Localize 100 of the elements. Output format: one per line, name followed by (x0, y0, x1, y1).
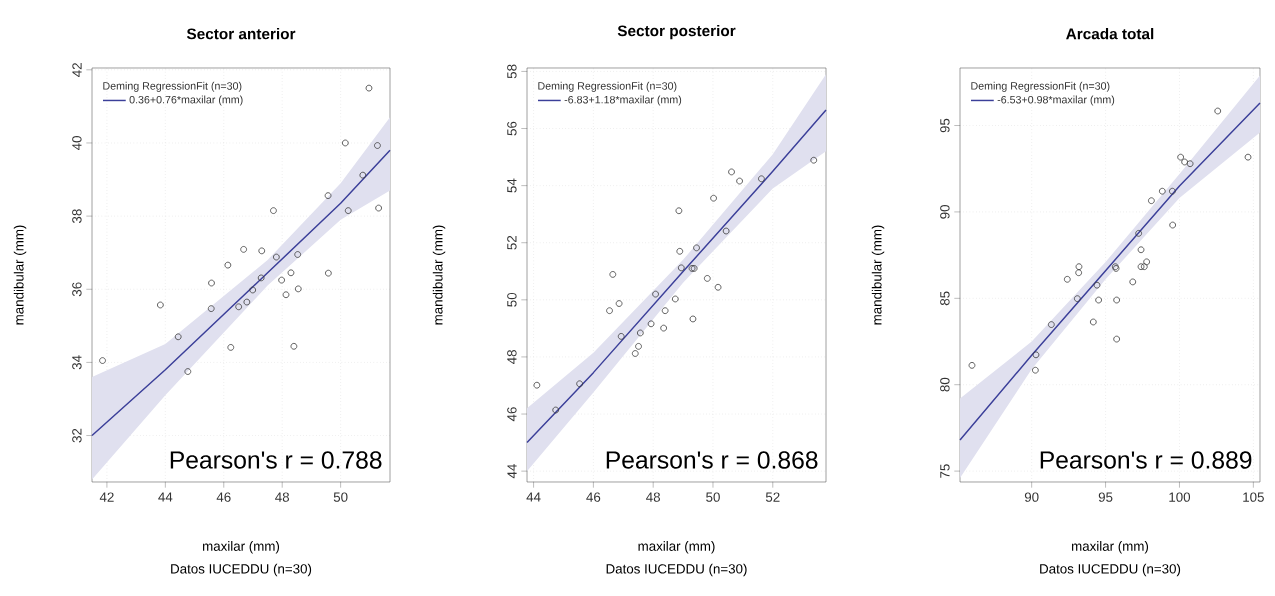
point (184, 368, 192, 375)
y-tick-label: 40 (72, 136, 82, 151)
point (1093, 281, 1101, 289)
point (676, 247, 684, 255)
legend-label: 0.36+0.76*maxilar (mm) (129, 95, 243, 106)
point (758, 175, 765, 183)
x-tick-label: 44 (526, 492, 541, 502)
y-tick-label: 90 (940, 205, 950, 219)
legend-label: -6.83+1.18*maxilar (mm) (564, 95, 682, 106)
point (1113, 335, 1120, 343)
point (325, 269, 332, 277)
point (1169, 187, 1176, 195)
point (1048, 321, 1055, 328)
annotation: Pearson's r = 0.889 (1040, 451, 1252, 469)
x-tick-label: 44 (158, 492, 173, 502)
point (1032, 351, 1040, 359)
point (703, 275, 711, 282)
point (227, 344, 235, 351)
x-tick-label: 50 (333, 492, 348, 502)
chart-title: Sector anterior (186, 28, 296, 40)
y-tick-label: 34 (72, 355, 82, 370)
point (324, 192, 332, 199)
legend-label: -6.53+0.98*maxilar (mm) (997, 95, 1115, 106)
point (661, 307, 669, 315)
point (1158, 187, 1166, 195)
y-tick-label: 42 (72, 63, 82, 77)
y-tick-label: 46 (507, 407, 517, 422)
point (576, 380, 583, 388)
y-tick-label: 44 (507, 464, 517, 479)
point (1075, 269, 1082, 277)
point (660, 324, 667, 332)
x-tick-label: 95 (1098, 492, 1113, 502)
point (637, 329, 644, 337)
annotation: Pearson's r = 0.868 (606, 451, 818, 469)
point (99, 357, 106, 364)
point (257, 274, 265, 282)
point (365, 84, 373, 92)
point (1063, 275, 1071, 283)
y-tick-label: 75 (940, 464, 950, 478)
point (810, 156, 818, 164)
point (273, 253, 280, 261)
point (249, 286, 257, 294)
point (710, 194, 717, 202)
point (359, 171, 367, 179)
legend-title: Deming RegressionFit (n=30) (971, 81, 1110, 92)
legend-title: Deming RegressionFit (n=30) (538, 81, 677, 92)
chart-title: Sector posterior (617, 25, 736, 40)
chart-title: Arcada total (1066, 28, 1154, 40)
point (736, 177, 743, 185)
y-axis-title: mandibular (mm) (432, 225, 446, 325)
x-tick-label: 90 (1024, 492, 1039, 502)
x-tick-label: 105 (1243, 492, 1264, 502)
x-tick-label: 42 (99, 492, 114, 502)
x-tick-label: 100 (1169, 492, 1191, 502)
y-tick-label: 52 (507, 235, 517, 250)
point (224, 261, 232, 269)
point (375, 204, 382, 212)
point (1032, 366, 1039, 374)
y-tick-label: 80 (940, 377, 950, 392)
y-tick-label: 58 (507, 64, 517, 79)
point (1095, 296, 1102, 304)
point (270, 207, 277, 214)
point (208, 279, 215, 287)
y-tick-label: 32 (72, 428, 82, 443)
legend-title: Deming RegressionFit (n=30) (103, 81, 242, 92)
point (344, 207, 352, 214)
point (617, 333, 625, 340)
y-tick-label: 38 (72, 209, 82, 224)
point (1169, 221, 1176, 229)
point (207, 305, 215, 312)
point (714, 283, 722, 291)
point (294, 251, 302, 258)
x-tick-label: 46 (586, 492, 601, 502)
y-tick-label: 50 (507, 292, 517, 307)
point (652, 290, 659, 298)
point (1177, 153, 1184, 161)
point (1129, 278, 1137, 286)
text: Datos IUCEDDU (n=30) (171, 563, 312, 577)
point (1143, 258, 1150, 266)
point (1186, 160, 1194, 168)
point (1135, 230, 1142, 237)
line-series (526, 109, 827, 444)
point (615, 300, 623, 307)
point (1137, 263, 1145, 271)
point (677, 264, 685, 272)
point (240, 246, 247, 253)
point (1181, 158, 1188, 166)
point (157, 301, 164, 309)
point (609, 271, 617, 278)
point (631, 350, 639, 357)
point (675, 207, 683, 215)
y-tick-label: 54 (507, 178, 517, 193)
text: Datos IUCEDDU (n=30) (1040, 563, 1181, 577)
point (693, 244, 700, 252)
point (282, 291, 290, 299)
point (1075, 263, 1083, 271)
point (341, 139, 349, 147)
x-axis-title: maxilar (mm) (203, 541, 280, 554)
point (1140, 263, 1148, 271)
point (1214, 107, 1222, 115)
